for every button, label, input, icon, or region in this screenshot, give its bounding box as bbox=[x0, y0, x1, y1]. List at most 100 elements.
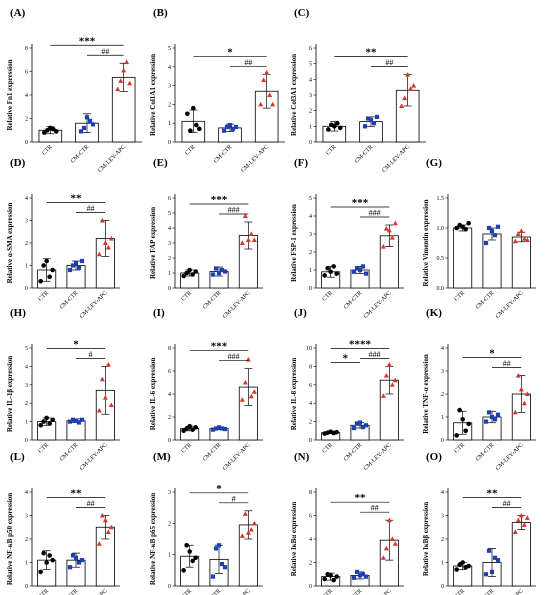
x-tick-label: CTR bbox=[454, 442, 466, 454]
y-tick-label: 4 bbox=[441, 346, 444, 352]
significance-label: ### bbox=[228, 206, 240, 215]
significance-label: # bbox=[89, 350, 93, 359]
y-tick-label: 5 bbox=[309, 62, 312, 68]
y-tick-label: 0 bbox=[25, 286, 28, 292]
data-point-cm-lev-apc bbox=[127, 80, 133, 86]
data-point-ctr bbox=[322, 576, 327, 582]
data-point-ctr bbox=[466, 563, 471, 569]
data-point-cm-lev-apc bbox=[239, 533, 245, 538]
data-point-cm-ctr bbox=[219, 561, 225, 567]
x-tick-label: CM-LEV-APC bbox=[79, 290, 109, 320]
data-point-cm-lev-apc bbox=[102, 517, 108, 523]
panel-g: (G) Relative Vimentin expression 0.0 0.5 1.0… bbox=[422, 157, 536, 320]
x-tick-label: CM-LEV-APC bbox=[495, 290, 525, 320]
data-point-cm-lev-apc bbox=[383, 226, 389, 231]
data-point-ctr bbox=[50, 417, 55, 423]
data-point-cm-lev-apc bbox=[99, 512, 105, 518]
data-point-cm-ctr bbox=[371, 121, 377, 126]
significance-label: ## bbox=[503, 359, 511, 368]
y-tick-label: 2 bbox=[25, 537, 28, 543]
data-point-cm-ctr bbox=[221, 128, 227, 133]
y-tick-label: 2 bbox=[168, 415, 171, 421]
data-point-cm-lev-apc bbox=[383, 373, 389, 378]
y-tick-label: 4 bbox=[168, 392, 171, 398]
data-point-cm-lev-apc bbox=[115, 86, 121, 92]
data-point-cm-lev-apc bbox=[245, 237, 251, 242]
data-point-cm-ctr bbox=[67, 419, 73, 424]
data-point-cm-ctr bbox=[362, 124, 368, 129]
y-tick-label: 4 bbox=[168, 226, 171, 232]
data-point-cm-lev-apc bbox=[267, 92, 273, 97]
y-axis-label: Relative IκBα expression bbox=[290, 502, 298, 577]
panel-m: (M) Relative NF-κB p65 expression 0 1 2 3 CTR C… bbox=[149, 451, 263, 595]
data-point-cm-ctr bbox=[70, 553, 76, 558]
data-point-cm-ctr bbox=[222, 426, 228, 432]
y-tick-label: 1 bbox=[168, 271, 171, 277]
y-tick-label: 2 bbox=[309, 561, 312, 567]
x-tick-label: CM-LEV-APC bbox=[222, 290, 252, 320]
y-axis-label: Relative IκBβ expression bbox=[422, 502, 430, 576]
y-tick-label: 0 bbox=[441, 438, 444, 444]
data-point-cm-ctr bbox=[222, 565, 228, 570]
data-point-cm-ctr bbox=[492, 417, 498, 422]
data-point-cm-ctr bbox=[357, 267, 363, 273]
significance-label: ## bbox=[244, 58, 252, 67]
data-point-cm-lev-apc bbox=[242, 213, 248, 218]
data-point-cm-ctr bbox=[365, 116, 371, 121]
x-tick-label: CM-CTR bbox=[475, 290, 496, 311]
x-tick-label: CM-CTR bbox=[59, 442, 80, 463]
data-point-cm-ctr bbox=[222, 269, 228, 274]
data-point-cm-ctr bbox=[354, 569, 360, 574]
data-point-cm-ctr bbox=[70, 417, 76, 422]
data-point-cm-ctr bbox=[216, 543, 222, 548]
data-point-ctr bbox=[50, 267, 55, 273]
data-point-ctr bbox=[335, 120, 340, 126]
data-point-cm-ctr bbox=[213, 426, 219, 431]
data-point-cm-ctr bbox=[360, 264, 366, 269]
data-point-ctr bbox=[338, 125, 343, 131]
data-point-cm-lev-apc bbox=[521, 522, 527, 527]
significance-label: ** bbox=[355, 492, 367, 504]
data-point-cm-ctr bbox=[483, 240, 489, 246]
x-tick-label: CM-CTR bbox=[70, 144, 91, 165]
x-tick-label: CTR bbox=[38, 290, 50, 302]
data-point-ctr bbox=[184, 270, 189, 276]
data-point-cm-lev-apc bbox=[512, 529, 518, 534]
y-tick-label: 1 bbox=[168, 553, 171, 559]
data-point-cm-ctr bbox=[351, 269, 357, 274]
significance-label: * bbox=[216, 483, 222, 495]
data-point-cm-lev-apc bbox=[248, 393, 254, 399]
y-axis-label: Relative Col3A1 expression bbox=[290, 54, 298, 136]
data-point-cm-ctr bbox=[210, 272, 216, 277]
x-tick-label: CTR bbox=[38, 442, 50, 454]
y-tick-label: 5 bbox=[25, 346, 28, 352]
data-point-cm-ctr bbox=[486, 410, 492, 415]
data-point-ctr bbox=[41, 419, 46, 424]
x-tick-label: CTR bbox=[38, 588, 50, 595]
x-tick-label: CM-LEV-APC bbox=[495, 442, 525, 472]
data-point-cm-ctr bbox=[360, 572, 366, 577]
y-tick-label: 2 bbox=[25, 241, 28, 247]
x-tick-label: CTR bbox=[322, 442, 334, 454]
data-point-cm-ctr bbox=[357, 573, 363, 578]
y-tick-label: 0 bbox=[168, 584, 171, 590]
data-point-ctr bbox=[193, 425, 198, 430]
y-tick-label: 1.5 bbox=[437, 196, 445, 202]
significance-label: ## bbox=[385, 58, 393, 67]
significance-label: ** bbox=[71, 193, 83, 205]
y-tick-label: 1 bbox=[25, 420, 28, 426]
data-point-cm-ctr bbox=[354, 421, 360, 426]
y-axis-label: Relative FAP expression bbox=[149, 207, 157, 279]
x-tick-label: CM-LEV-APC bbox=[79, 588, 109, 595]
data-point-cm-ctr bbox=[495, 558, 501, 563]
y-tick-label: 8 bbox=[25, 46, 28, 52]
data-point-cm-lev-apc bbox=[402, 95, 408, 101]
data-point-cm-ctr bbox=[213, 546, 219, 551]
data-point-ctr bbox=[54, 129, 59, 134]
data-point-ctr bbox=[185, 111, 190, 117]
data-point-ctr bbox=[334, 271, 339, 276]
x-tick-label: CM-CTR bbox=[213, 144, 234, 165]
data-point-cm-lev-apc bbox=[105, 244, 111, 250]
y-tick-label: 10 bbox=[306, 346, 312, 352]
data-point-cm-lev-apc bbox=[386, 361, 392, 367]
